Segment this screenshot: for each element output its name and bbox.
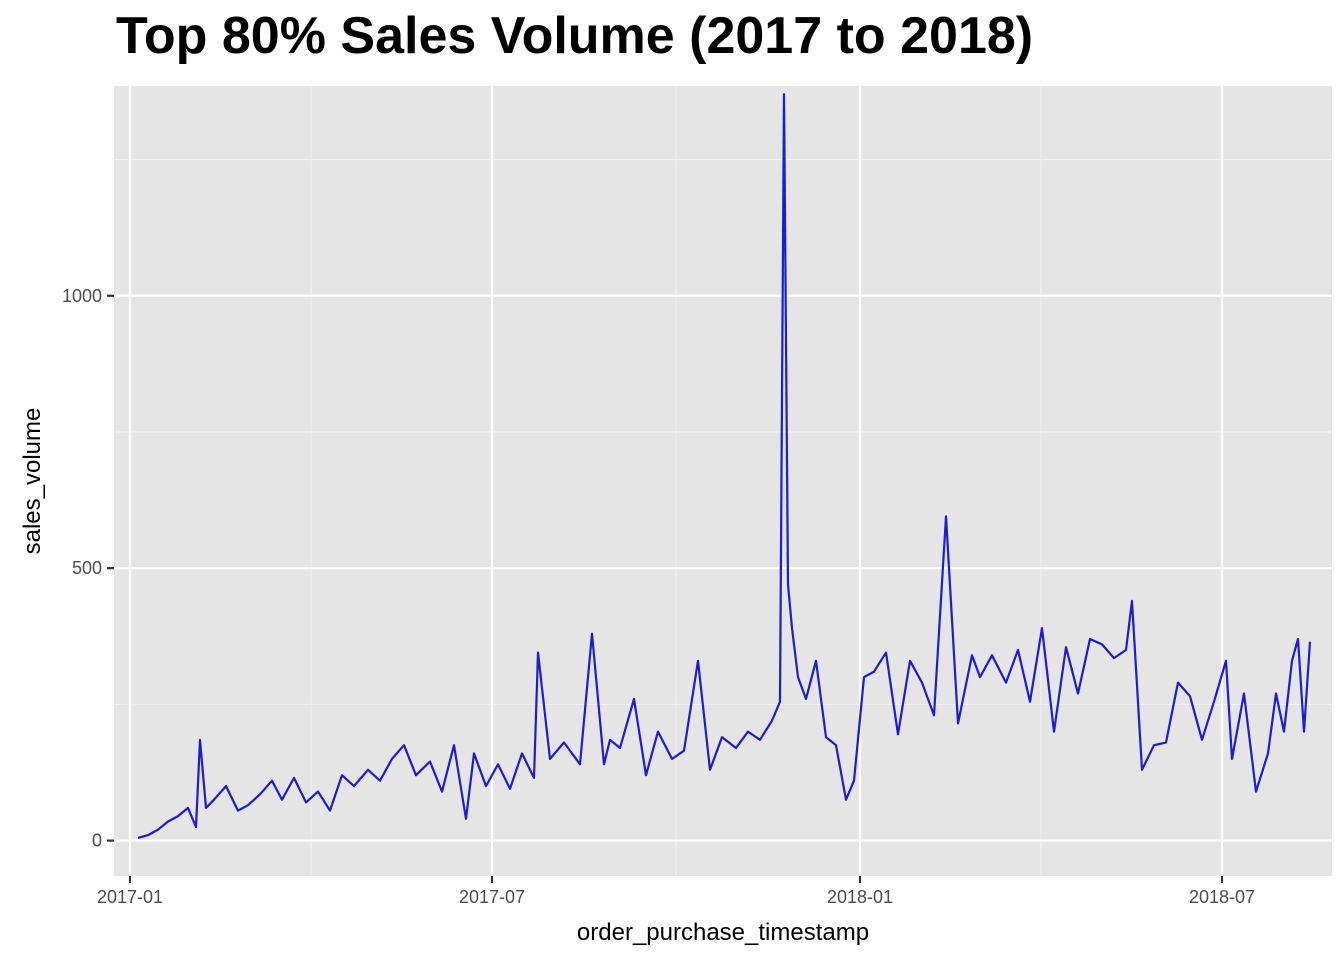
y-axis: 0 500 1000 <box>62 286 114 851</box>
major-grid <box>114 86 1332 876</box>
y-tick-label: 500 <box>72 558 102 578</box>
x-tick-label: 2017-07 <box>459 887 525 907</box>
x-tick-label: 2017-01 <box>97 887 163 907</box>
x-tick-label: 2018-07 <box>1189 887 1255 907</box>
y-tick-label: 0 <box>92 831 102 851</box>
x-tick-label: 2018-01 <box>827 887 893 907</box>
minor-grid <box>114 86 1332 876</box>
chart-title: Top 80% Sales Volume (2017 to 2018) <box>116 7 1034 65</box>
x-axis: 2017-01 2017-07 2018-01 2018-07 <box>97 876 1255 907</box>
sales-volume-line <box>137 93 1312 839</box>
plot-panel <box>114 86 1332 876</box>
y-tick-label: 1000 <box>62 286 102 306</box>
x-axis-title: order_purchase_timestamp <box>577 919 869 946</box>
y-axis-title: sales_volume <box>19 408 46 555</box>
